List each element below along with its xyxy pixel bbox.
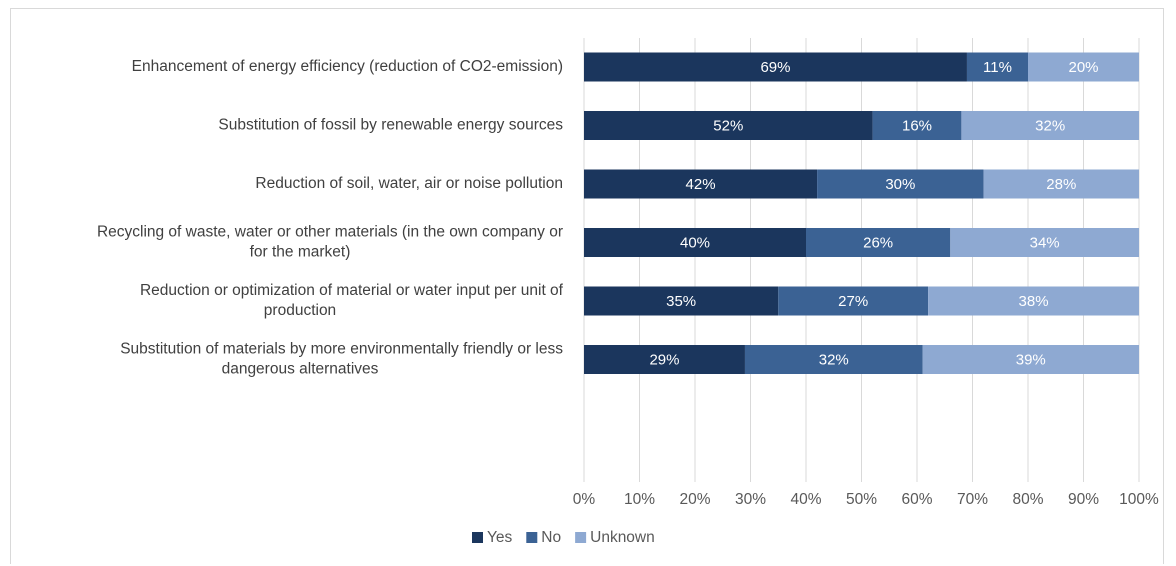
bar-segment-yes xyxy=(584,111,873,140)
data-label: 20% xyxy=(1068,59,1098,76)
data-label: 26% xyxy=(863,234,893,251)
data-label: 42% xyxy=(686,176,716,193)
category-label: dangerous alternatives xyxy=(222,361,379,378)
bar-segment-unknown xyxy=(1028,52,1139,82)
category-label: Enhancement of energy efficiency (reduct… xyxy=(132,58,563,75)
x-tick-label: 20% xyxy=(679,491,710,508)
x-tick-label: 40% xyxy=(790,491,821,508)
legend-swatch-no xyxy=(526,532,538,543)
category-label: Substitution of materials by more enviro… xyxy=(120,341,563,358)
bar-segment-yes xyxy=(584,286,779,316)
category-labels: Enhancement of energy efficiency (reduct… xyxy=(97,58,564,378)
bar-segment-no xyxy=(817,169,984,199)
bar-segment-no xyxy=(966,52,1028,82)
bar-segment-no xyxy=(872,111,962,140)
x-tick-label: 60% xyxy=(901,491,932,508)
x-tick-label: 50% xyxy=(846,491,877,508)
data-label: 29% xyxy=(649,351,679,368)
x-axis-tick-labels: 0% 10% 20% 30% 40% 50% 60% 70% 80% 90% 100% xyxy=(573,491,1159,508)
chart-frame xyxy=(10,8,1164,564)
bar-segment-yes xyxy=(584,228,806,257)
data-label: 40% xyxy=(680,234,710,251)
data-label: 69% xyxy=(760,59,790,76)
data-label: 30% xyxy=(885,176,915,193)
legend-label-unknown: Unknown xyxy=(590,529,655,546)
bar-segment-yes xyxy=(584,169,818,199)
category-label: Substitution of fossil by renewable ener… xyxy=(218,117,563,134)
x-tick-label: 90% xyxy=(1068,491,1099,508)
bars: 69% 11% 20% 52% 16% 32% 42% 30% 28% 40% 26% 34% 35% 2… xyxy=(584,52,1139,374)
bar-segment-yes xyxy=(584,52,967,82)
x-tick-label: 0% xyxy=(573,491,596,508)
bar-segment-unknown xyxy=(928,286,1139,316)
category-label: Recycling of waste, water or other mater… xyxy=(97,224,563,241)
category-label: for the market) xyxy=(250,244,351,261)
data-label: 28% xyxy=(1046,176,1076,193)
bar-segment-no xyxy=(806,228,951,257)
x-tick-label: 80% xyxy=(1012,491,1043,508)
data-label: 39% xyxy=(1016,351,1046,368)
category-label: Reduction or optimization of material or… xyxy=(140,282,564,299)
data-label: 32% xyxy=(819,351,849,368)
bar-segment-no xyxy=(778,286,929,316)
bar-segment-no xyxy=(744,345,923,374)
x-tick-label: 30% xyxy=(735,491,766,508)
grid-lines xyxy=(583,38,1140,482)
data-label: 27% xyxy=(838,293,868,310)
legend-swatch-yes xyxy=(472,532,483,543)
bar-segment-unknown xyxy=(950,228,1139,257)
bar-segment-unknown xyxy=(922,345,1139,374)
data-label: 11% xyxy=(983,59,1012,76)
data-label: 34% xyxy=(1030,234,1060,251)
legend: Yes No Unknown xyxy=(472,529,655,546)
category-label: production xyxy=(264,302,336,319)
bar-segment-yes xyxy=(584,345,745,374)
data-label: 16% xyxy=(902,117,932,134)
x-tick-label: 10% xyxy=(624,491,655,508)
data-label: 38% xyxy=(1019,293,1049,310)
data-label: 35% xyxy=(666,293,696,310)
bar-segment-unknown xyxy=(961,111,1139,140)
bar-segment-unknown xyxy=(983,169,1139,199)
x-tick-label: 70% xyxy=(957,491,988,508)
legend-swatch-unknown xyxy=(575,532,587,543)
legend-label-no: No xyxy=(541,529,561,546)
x-tick-label: 100% xyxy=(1119,491,1159,508)
legend-label-yes: Yes xyxy=(487,529,513,546)
data-label: 32% xyxy=(1035,117,1065,134)
category-label: Reduction of soil, water, air or noise p… xyxy=(255,175,563,192)
data-label: 52% xyxy=(713,117,743,134)
